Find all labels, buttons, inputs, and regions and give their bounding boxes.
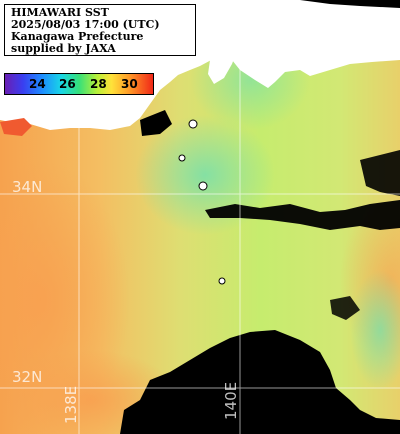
lon-label-138e: 138E xyxy=(62,385,80,424)
missing-data-peninsula xyxy=(140,110,172,136)
land-peninsula xyxy=(208,38,238,84)
title-datetime: 2025/08/03 17:00 (UTC) xyxy=(11,18,160,31)
missing-data-south xyxy=(120,330,400,434)
scale-tick-24: 24 xyxy=(29,77,46,91)
missing-data-east-band xyxy=(205,200,400,230)
title-region: Kanagawa Prefecture xyxy=(11,30,144,43)
lat-label-32n: 32N xyxy=(12,368,43,386)
scale-tick-30: 30 xyxy=(121,77,138,91)
lat-label-34n: 34N xyxy=(12,178,43,196)
map-title-box: HIMAWARI SST 2025/08/03 17:00 (UTC) Kana… xyxy=(4,4,196,56)
cool-water-patch-east xyxy=(350,270,400,390)
color-scale-bar: 24 26 28 30 xyxy=(4,73,154,95)
missing-data-top-right xyxy=(300,0,400,8)
missing-data-south-east xyxy=(330,296,360,320)
missing-data-east-edge xyxy=(360,150,400,196)
island xyxy=(188,119,198,129)
island xyxy=(218,277,226,285)
scale-tick-26: 26 xyxy=(59,77,76,91)
lon-label-140e: 140E xyxy=(222,381,240,420)
island-red-patch xyxy=(0,118,32,136)
island xyxy=(198,181,208,191)
scale-tick-28: 28 xyxy=(90,77,107,91)
island xyxy=(178,154,186,162)
title-product: HIMAWARI SST xyxy=(11,6,109,19)
title-supplier: supplied by JAXA xyxy=(11,42,116,55)
